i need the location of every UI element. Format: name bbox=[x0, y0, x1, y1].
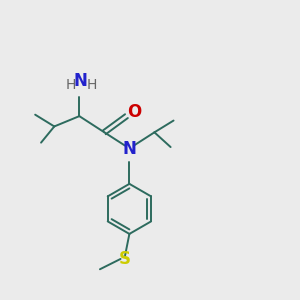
Text: H: H bbox=[86, 78, 97, 92]
Text: S: S bbox=[119, 250, 131, 268]
Text: N: N bbox=[122, 140, 136, 158]
Text: H: H bbox=[65, 78, 76, 92]
Text: N: N bbox=[74, 72, 88, 90]
Text: O: O bbox=[127, 103, 141, 121]
